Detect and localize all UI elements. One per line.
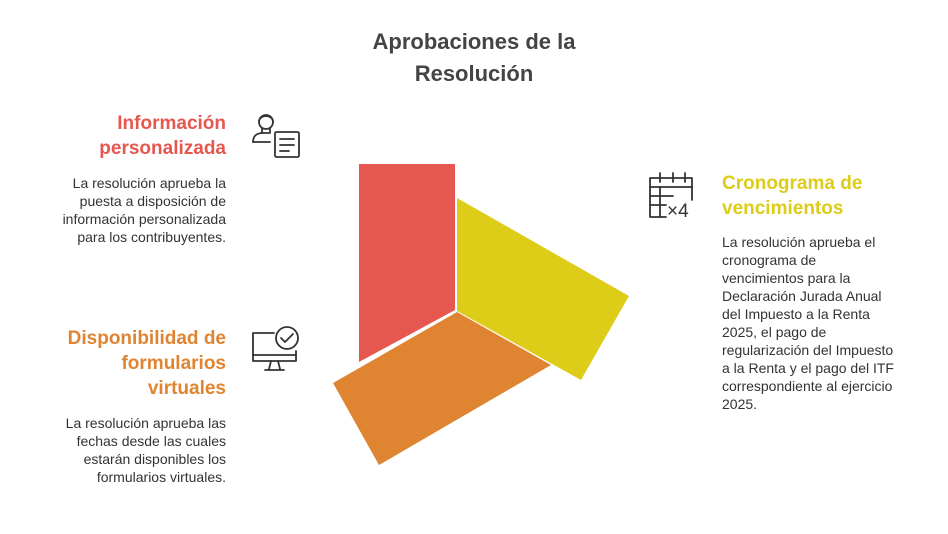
segment-red bbox=[359, 164, 455, 362]
segment-orange bbox=[333, 312, 551, 465]
description-cronograma-de-vencimientos: La resolución aprueba el cronograma de v… bbox=[722, 234, 894, 412]
heading-cronograma-de-vencimientos: Cronograma de vencimientos bbox=[722, 173, 863, 219]
monitor-check-icon bbox=[252, 326, 299, 371]
calendar-icon: ×4 bbox=[649, 172, 693, 222]
heading-informacion-personalizada: Información personalizada bbox=[99, 113, 226, 159]
description-disponibilidad-de-formularios: La resolución aprueba las fechas desde l… bbox=[65, 415, 226, 485]
description-informacion-personalizada: La resolución aprueba la puesta a dispos… bbox=[62, 175, 226, 245]
user-document-icon bbox=[252, 114, 300, 158]
calendar-icon-label: ×4 bbox=[667, 201, 689, 222]
heading-disponibilidad-de-formularios: Disponibilidad de formularios virtuales bbox=[67, 328, 226, 399]
diagram-title: Aprobaciones de la Resolución bbox=[372, 29, 576, 86]
segment-yellow bbox=[457, 198, 629, 380]
